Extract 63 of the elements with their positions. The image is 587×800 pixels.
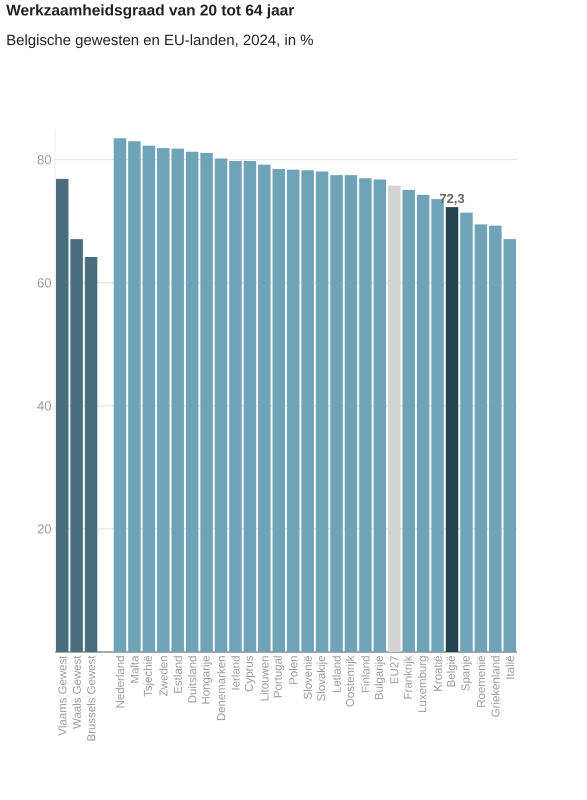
- x-tick-label: EU27: [390, 656, 398, 684]
- x-tick-label: Oostenrijk: [346, 655, 356, 707]
- x-tick-label: Zweden: [159, 656, 168, 696]
- x-tick-label: Kroatië: [433, 656, 442, 691]
- x-tick-label: Italië: [506, 656, 514, 679]
- bar: [402, 190, 415, 652]
- x-tick-label: Polen: [289, 656, 298, 684]
- bar: [359, 178, 372, 652]
- chart-title: Werkzaamheidsgraad van 20 tot 64 jaar: [6, 4, 294, 19]
- bar: [157, 148, 170, 652]
- bar: [186, 152, 198, 652]
- bar: [301, 170, 314, 652]
- bar: [474, 224, 488, 652]
- bar: [446, 207, 458, 652]
- bar: [489, 226, 502, 652]
- chart-subtitle: Belgische gewesten en EU-landen, 2024, in %: [7, 34, 313, 48]
- bar: [416, 194, 430, 652]
- x-tick-label: Slovenië: [303, 656, 312, 699]
- x-tick-label: Letland: [332, 656, 341, 692]
- x-tick-label: Hongarije: [201, 656, 212, 704]
- x-tick-label: Ierland: [231, 656, 240, 690]
- bar: [56, 178, 68, 652]
- x-tick-label: Bulgarije: [374, 656, 386, 700]
- x-tick-label: Duitsland: [188, 656, 196, 702]
- y-tick-label: 20: [38, 524, 51, 534]
- y-tick-label: 40: [37, 401, 51, 410]
- x-tick-label: Estland: [174, 656, 182, 693]
- bar: [286, 170, 300, 652]
- bar: [316, 171, 328, 652]
- bar: [128, 141, 141, 652]
- data-label: 72,3: [440, 194, 464, 205]
- bar: [142, 146, 156, 652]
- y-tick-label: 60: [38, 278, 51, 288]
- x-tick-label: Litouwen: [260, 656, 269, 700]
- bar: [258, 164, 271, 652]
- x-tick-label: Roemenië: [476, 656, 486, 707]
- bar: [504, 239, 516, 652]
- x-tick-label: Tsjechië: [144, 656, 154, 697]
- bar: [70, 239, 83, 652]
- x-tick-label: Vlaams Gewest: [58, 656, 66, 736]
- y-tick-label: 80: [38, 155, 51, 164]
- x-tick-label: Frankrijk: [403, 655, 414, 698]
- bar: [171, 148, 184, 652]
- x-tick-label: Griekenland: [491, 656, 500, 717]
- bar: [244, 160, 256, 652]
- bar: [460, 212, 473, 652]
- bar: [272, 168, 286, 652]
- x-tick-label: Slovakije: [316, 656, 328, 701]
- bar: [200, 152, 213, 652]
- x-tick-label: Nederland: [116, 656, 124, 708]
- x-tick-label: Finland: [361, 656, 370, 692]
- x-tick-label: Waals Gewest: [72, 656, 81, 729]
- bar: [114, 138, 126, 652]
- x-tick-label: Malta: [130, 656, 139, 683]
- x-tick-label: Portugal: [273, 656, 284, 698]
- x-tick-label: Spanje: [461, 656, 472, 691]
- x-tick-label: Cyprus: [244, 656, 256, 692]
- x-tick-label: België: [446, 656, 458, 686]
- bar: [84, 256, 98, 652]
- x-tick-label: Luxemburg: [418, 656, 428, 712]
- x-tick-label: Denemarken: [216, 656, 226, 720]
- bar: [374, 179, 386, 652]
- x-tick-label: Brussels Gewest: [86, 656, 96, 741]
